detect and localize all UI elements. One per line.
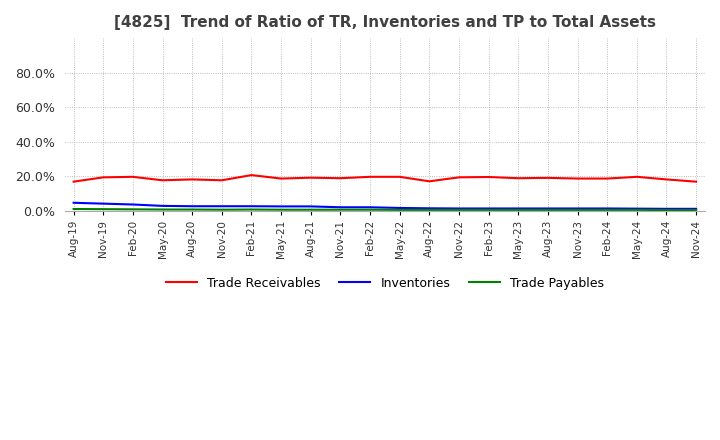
Inventories bbox=[692, 206, 701, 212]
Inventories bbox=[573, 206, 582, 211]
Line: Trade Payables: Trade Payables bbox=[73, 209, 696, 210]
Trade Payables bbox=[336, 207, 345, 213]
Inventories bbox=[632, 206, 641, 211]
Trade Receivables bbox=[544, 175, 552, 180]
Trade Receivables bbox=[632, 174, 641, 180]
Inventories bbox=[485, 206, 493, 211]
Inventories bbox=[99, 201, 107, 206]
Inventories bbox=[217, 204, 226, 209]
Inventories bbox=[247, 204, 256, 209]
Inventories bbox=[395, 205, 404, 211]
Trade Receivables bbox=[247, 172, 256, 178]
Title: [4825]  Trend of Ratio of TR, Inventories and TP to Total Assets: [4825] Trend of Ratio of TR, Inventories… bbox=[114, 15, 656, 30]
Trade Receivables bbox=[366, 174, 374, 180]
Trade Receivables bbox=[395, 174, 404, 180]
Trade Receivables bbox=[276, 176, 285, 181]
Trade Payables bbox=[188, 207, 197, 212]
Inventories bbox=[69, 200, 78, 205]
Inventories bbox=[425, 205, 433, 211]
Inventories bbox=[662, 206, 671, 212]
Trade Payables bbox=[662, 207, 671, 213]
Inventories bbox=[307, 204, 315, 209]
Trade Receivables bbox=[69, 179, 78, 184]
Inventories bbox=[454, 206, 463, 211]
Trade Receivables bbox=[188, 177, 197, 182]
Trade Receivables bbox=[129, 174, 138, 180]
Trade Receivables bbox=[336, 176, 345, 181]
Trade Receivables bbox=[454, 175, 463, 180]
Trade Payables bbox=[307, 207, 315, 213]
Trade Payables bbox=[217, 207, 226, 213]
Trade Receivables bbox=[603, 176, 611, 181]
Inventories bbox=[544, 206, 552, 211]
Trade Receivables bbox=[307, 175, 315, 180]
Trade Payables bbox=[395, 207, 404, 213]
Trade Payables bbox=[158, 207, 167, 212]
Trade Receivables bbox=[514, 176, 523, 181]
Trade Receivables bbox=[99, 175, 107, 180]
Trade Receivables bbox=[425, 179, 433, 184]
Trade Receivables bbox=[217, 178, 226, 183]
Inventories bbox=[366, 205, 374, 210]
Trade Payables bbox=[129, 207, 138, 212]
Inventories bbox=[276, 204, 285, 209]
Trade Payables bbox=[366, 207, 374, 213]
Inventories bbox=[336, 205, 345, 210]
Trade Receivables bbox=[158, 178, 167, 183]
Trade Payables bbox=[603, 207, 611, 213]
Trade Receivables bbox=[662, 177, 671, 182]
Inventories bbox=[188, 204, 197, 209]
Inventories bbox=[129, 202, 138, 207]
Inventories bbox=[603, 206, 611, 211]
Trade Payables bbox=[247, 207, 256, 212]
Line: Inventories: Inventories bbox=[73, 203, 696, 209]
Trade Payables bbox=[573, 207, 582, 213]
Inventories bbox=[514, 206, 523, 211]
Inventories bbox=[158, 203, 167, 209]
Trade Payables bbox=[99, 206, 107, 212]
Trade Receivables bbox=[573, 176, 582, 181]
Trade Payables bbox=[632, 207, 641, 213]
Trade Receivables bbox=[485, 174, 493, 180]
Trade Receivables bbox=[692, 179, 701, 184]
Line: Trade Receivables: Trade Receivables bbox=[73, 175, 696, 182]
Trade Payables bbox=[692, 207, 701, 213]
Trade Payables bbox=[276, 207, 285, 213]
Trade Payables bbox=[425, 207, 433, 213]
Trade Payables bbox=[454, 207, 463, 213]
Legend: Trade Receivables, Inventories, Trade Payables: Trade Receivables, Inventories, Trade Pa… bbox=[161, 272, 609, 295]
Trade Payables bbox=[485, 207, 493, 213]
Trade Payables bbox=[544, 207, 552, 213]
Trade Payables bbox=[69, 206, 78, 212]
Trade Payables bbox=[514, 207, 523, 213]
